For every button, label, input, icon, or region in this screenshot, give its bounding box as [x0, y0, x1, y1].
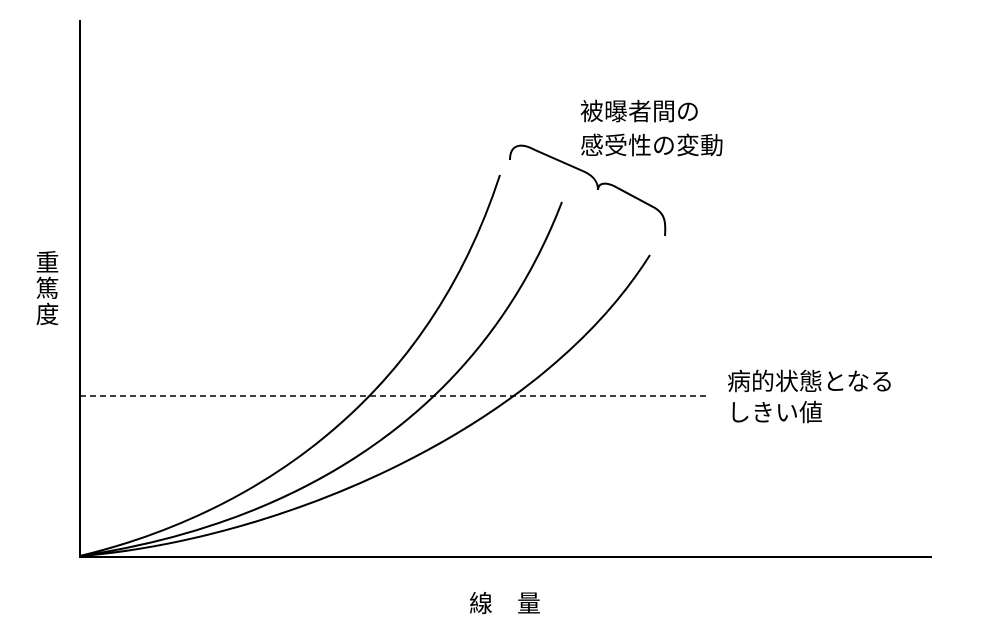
- curve: [79, 254, 651, 557]
- annotation: 被曝者間の: [580, 98, 700, 126]
- curve: [79, 174, 501, 557]
- x-axis-label: 線 量: [469, 590, 541, 618]
- annotation: 感受性の変動: [580, 132, 724, 160]
- y-axis-label: 重篤度: [31, 250, 59, 328]
- annotation: しきい値: [727, 399, 823, 427]
- brace: [509, 144, 667, 237]
- annotation: 病的状態となる: [727, 368, 894, 396]
- curve: [79, 201, 563, 557]
